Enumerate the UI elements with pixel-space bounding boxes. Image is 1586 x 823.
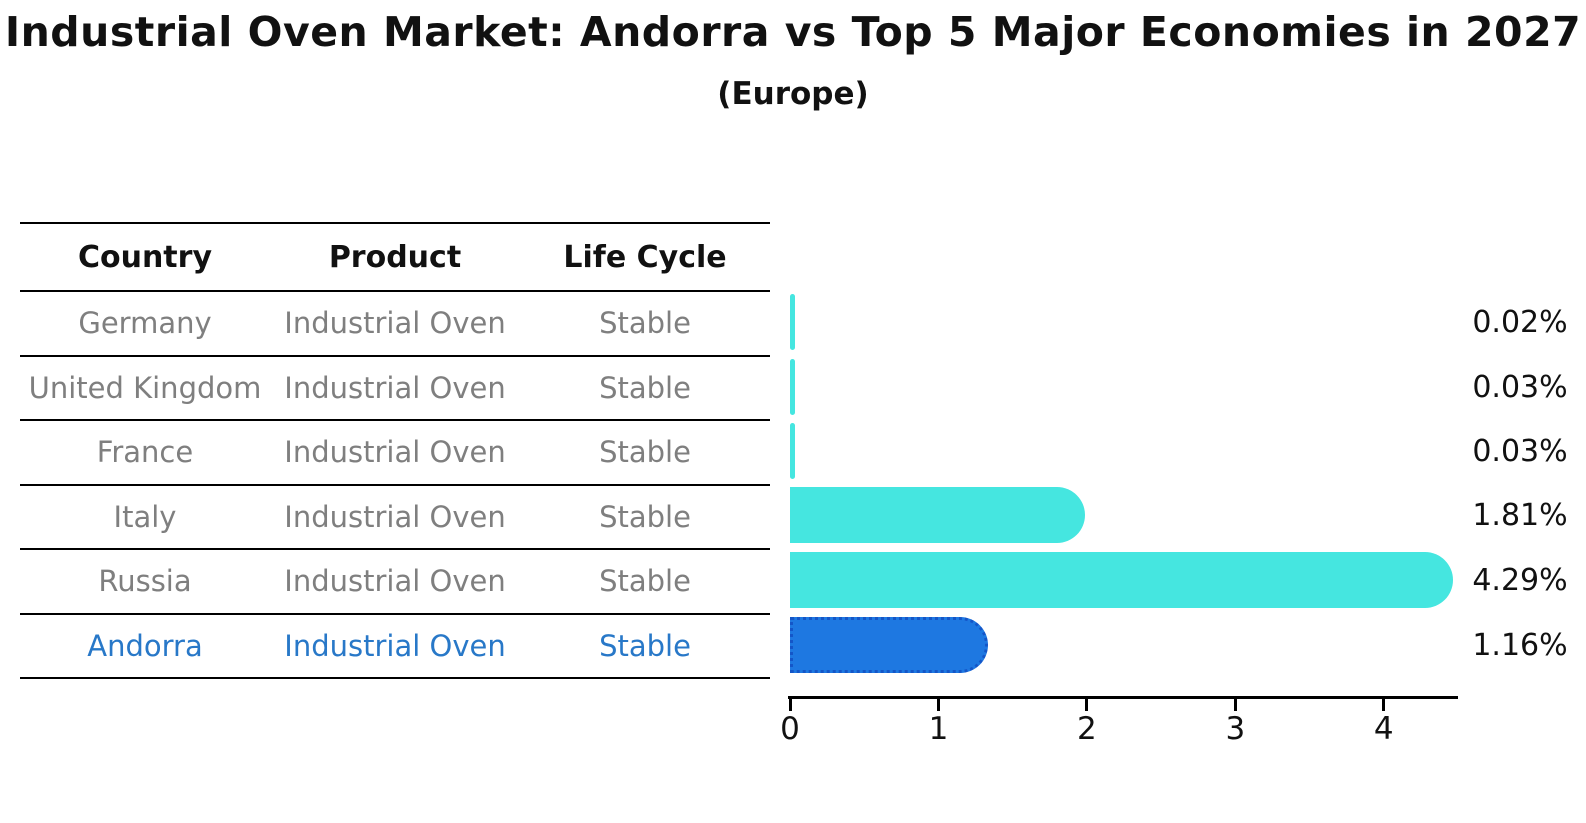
bar-russia xyxy=(790,552,1453,608)
cell-life-cycle: Stable xyxy=(599,564,691,599)
country-table: Country Product Life Cycle Germany Indust… xyxy=(20,222,770,679)
table-row-germany: Germany Industrial Oven Stable xyxy=(20,292,770,357)
cell-life-cycle: Stable xyxy=(599,435,691,470)
x-axis-line xyxy=(788,696,1458,699)
cell-life-cycle: Stable xyxy=(599,499,691,534)
cell-product: Industrial Oven xyxy=(284,370,506,405)
table-body: Germany Industrial Oven Stable United Kingd… xyxy=(20,292,770,679)
cell-country: Russia xyxy=(98,564,192,599)
x-tick-label-1: 1 xyxy=(928,711,949,747)
bar-united-kingdom xyxy=(790,359,795,415)
cell-product: Industrial Oven xyxy=(284,435,506,470)
cell-product: Industrial Oven xyxy=(284,564,506,599)
table-header-row: Country Product Life Cycle xyxy=(20,224,770,292)
cell-life-cycle: Stable xyxy=(599,306,691,341)
cell-life-cycle: Stable xyxy=(599,370,691,405)
chart-subtitle: (Europe) xyxy=(717,76,869,112)
x-tick-label-4: 4 xyxy=(1373,711,1394,747)
bar-andorra xyxy=(790,617,988,673)
x-tick-mark-0 xyxy=(788,699,792,711)
cell-product: Industrial Oven xyxy=(284,628,506,663)
column-header-country: Country xyxy=(77,239,213,275)
cell-product: Industrial Oven xyxy=(284,306,506,341)
table-row-italy: Italy Industrial Oven Stable xyxy=(20,486,770,550)
table-row-andorra: Andorra Industrial Oven Stable xyxy=(20,615,770,679)
x-tick-label-0: 0 xyxy=(780,711,800,747)
cell-product: Industrial Oven xyxy=(284,499,506,534)
bar-italy xyxy=(790,487,1085,543)
bar-germany xyxy=(790,294,795,350)
table-row-united-kingdom: United Kingdom Industrial Oven Stable xyxy=(20,357,770,421)
cell-country: France xyxy=(96,435,194,470)
x-tick-label-3: 3 xyxy=(1225,711,1246,747)
x-tick-mark-1 xyxy=(936,699,940,711)
table-row-france: France Industrial Oven Stable xyxy=(20,421,770,486)
value-label-united-kingdom: 0.03% xyxy=(1472,369,1568,405)
x-tick-mark-2 xyxy=(1085,699,1089,711)
cell-country: Germany xyxy=(78,306,212,341)
value-label-andorra: 1.16% xyxy=(1472,627,1568,663)
value-label-germany: 0.02% xyxy=(1472,304,1568,340)
cell-country: Italy xyxy=(113,499,177,534)
x-tick-label-2: 2 xyxy=(1077,711,1097,747)
value-label-russia: 4.29% xyxy=(1472,562,1568,598)
bar-france xyxy=(790,423,795,479)
value-label-italy: 1.81% xyxy=(1472,497,1568,533)
table-row-russia: Russia Industrial Oven Stable xyxy=(20,550,770,615)
x-tick-mark-4 xyxy=(1382,699,1386,711)
x-tick-mark-3 xyxy=(1233,699,1237,711)
cell-country: United Kingdom xyxy=(28,370,262,405)
column-header-product: Product xyxy=(328,239,462,275)
cell-life-cycle: Stable xyxy=(599,628,691,663)
value-label-france: 0.03% xyxy=(1472,433,1568,469)
chart-title: Industrial Oven Market: Andorra vs Top 5… xyxy=(4,8,1582,56)
cell-country: Andorra xyxy=(87,628,203,663)
column-header-life-cycle: Life Cycle xyxy=(563,239,727,275)
